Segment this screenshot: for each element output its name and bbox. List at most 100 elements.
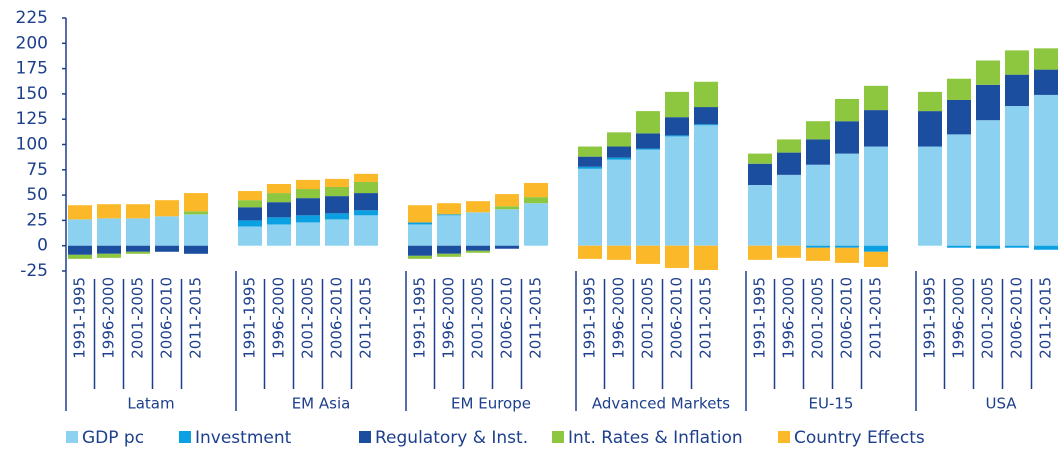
bar-segment (578, 166, 602, 169)
x-tick-label: 1991-1995 (411, 277, 429, 359)
y-tick-label: 225 (16, 8, 48, 28)
bar-segment (694, 124, 718, 126)
bar-segment (835, 98, 859, 122)
x-tick-label: 2011-2015 (187, 277, 205, 359)
bar-segment (238, 220, 262, 227)
bar-segment (578, 156, 602, 167)
y-tick-label: -25 (20, 261, 48, 281)
bar-segment (408, 255, 432, 259)
bar-segment (437, 215, 461, 246)
x-tick-label: 2001-2005 (129, 277, 147, 359)
bar-segment (325, 178, 349, 188)
bar-segment (408, 224, 432, 246)
bar-segment (267, 193, 291, 203)
x-tick-label: 2006-2010 (328, 277, 346, 359)
bar-segment (408, 205, 432, 223)
bar-segment (495, 194, 519, 207)
bar-segment (155, 245, 179, 252)
bar-segment (976, 60, 1000, 85)
bar-segment (578, 146, 602, 157)
bar-segment (636, 111, 660, 134)
bar-segment (126, 204, 150, 219)
bar-segment (354, 181, 378, 194)
bar-segment (184, 193, 208, 212)
bar-segment (408, 222, 432, 225)
bar-segment (354, 210, 378, 216)
bar-segment (495, 245, 519, 249)
legend-swatch (66, 431, 78, 443)
x-tick-label: 2006-2010 (498, 277, 516, 359)
bar-segment (694, 81, 718, 108)
bar-segment (636, 148, 660, 150)
bar-segment (354, 215, 378, 246)
bar-segment (97, 218, 121, 246)
x-tick-label: 1991-1995 (241, 277, 259, 359)
x-tick-label: 2001-2005 (639, 277, 657, 359)
legend-swatch (179, 431, 191, 443)
bar-segment (777, 245, 801, 258)
bar-segment (325, 213, 349, 220)
x-tick-label: 2006-2010 (158, 277, 176, 359)
bar-segment (296, 189, 320, 199)
bar-segment (806, 245, 830, 248)
bar-segment (524, 197, 548, 204)
bar-segment (184, 211, 208, 215)
y-tick-label: 175 (16, 59, 48, 79)
bar-segment (947, 99, 971, 135)
bar-segment (806, 247, 830, 261)
bar-segment (665, 117, 689, 136)
bar-segment (1005, 245, 1029, 248)
x-tick-label: 1996-2000 (270, 277, 288, 359)
x-tick-label: 1996-2000 (440, 277, 458, 359)
bar-segment (1034, 69, 1058, 95)
x-tick-label: 1996-2000 (610, 277, 628, 359)
bar-segment (1034, 48, 1058, 70)
y-tick-label: 100 (16, 135, 48, 155)
bar-segment (636, 149, 660, 246)
bar-segment (947, 78, 971, 100)
bar-segment (607, 132, 631, 147)
bar-segment (947, 245, 971, 248)
bar-segment (694, 107, 718, 125)
bar-segment (806, 139, 830, 165)
bar-segment (238, 226, 262, 246)
bar-segment (437, 253, 461, 257)
bar-segment (354, 193, 378, 211)
bar-segment (296, 198, 320, 216)
bar-segment (1005, 74, 1029, 107)
bar-segment (296, 222, 320, 246)
legend-label: Country Effects (794, 428, 925, 448)
bar-segment (466, 245, 490, 251)
group-label: EM Asia (292, 395, 351, 413)
y-tick-label: 50 (26, 185, 48, 205)
x-tick-label: 1996-2000 (100, 277, 118, 359)
bar-segment (918, 91, 942, 112)
bar-segment (68, 219, 92, 246)
bar-segment (97, 204, 121, 219)
bar-segment (835, 245, 859, 248)
bar-segment (636, 245, 660, 264)
bar-segment (466, 212, 490, 246)
bar-segment (437, 203, 461, 215)
bar-segment (325, 187, 349, 197)
y-tick-label: 75 (26, 160, 48, 180)
bar-segment (437, 245, 461, 254)
bar-segment (665, 135, 689, 137)
bar-segment (126, 251, 150, 254)
bar-segment (267, 224, 291, 246)
y-tick-label: 0 (37, 236, 48, 256)
bar-segment (607, 245, 631, 260)
x-tick-label: 2001-2005 (299, 277, 317, 359)
bar-segment (578, 168, 602, 246)
legend-label: GDP pc (82, 428, 144, 448)
bar-segment (748, 245, 772, 260)
x-tick-label: 2001-2005 (469, 277, 487, 359)
bar-segment (437, 214, 461, 216)
bar-segment (636, 133, 660, 149)
bar-segment (864, 110, 888, 147)
bar-segment (777, 152, 801, 175)
bar-segment (748, 163, 772, 185)
legend-label: Regulatory & Inst. (375, 428, 528, 448)
legend-label: Int. Rates & Inflation (568, 428, 743, 448)
bar-segment (806, 121, 830, 140)
